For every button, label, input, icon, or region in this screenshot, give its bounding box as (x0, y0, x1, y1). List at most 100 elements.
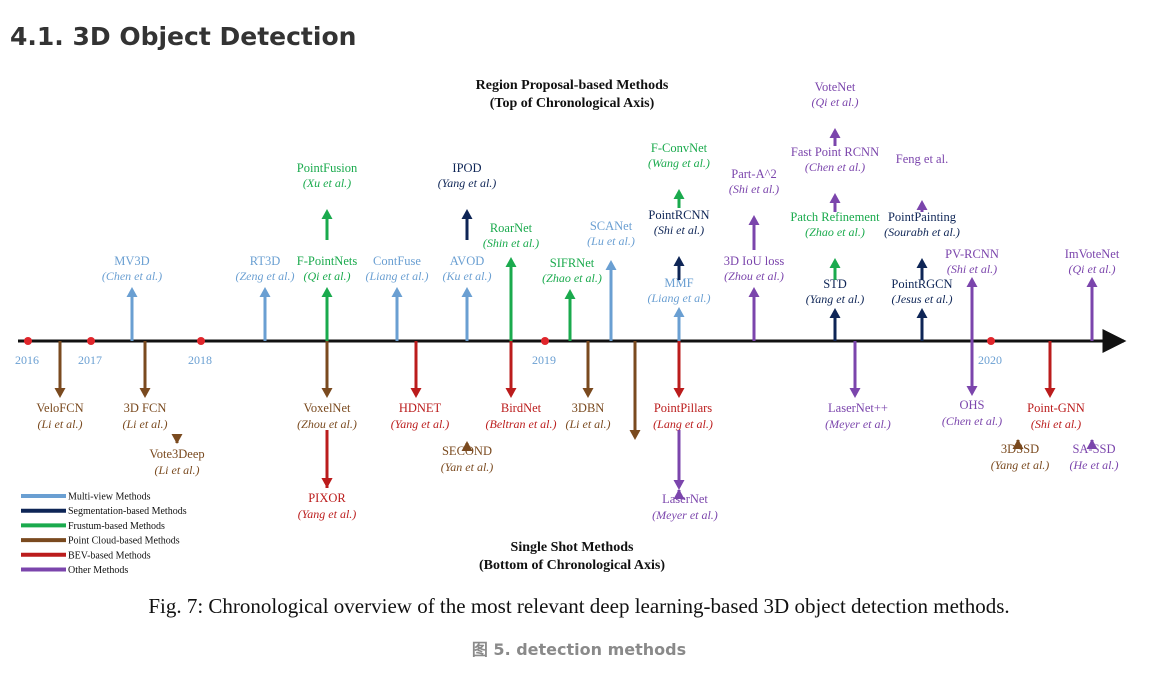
method-lasernet: LaserNet (Meyer et al.) (652, 489, 718, 522)
year-label-2017: 2017 (78, 353, 102, 367)
method-authors: (Beltran et al.) (486, 417, 557, 431)
method-name: IPOD (452, 161, 481, 175)
year-dot-2018 (197, 337, 205, 345)
method-name: Feng et al. (896, 152, 948, 166)
method-authors: (Shi et al.) (729, 182, 779, 196)
year-label-2019: 2019 (532, 353, 556, 367)
method-name: SCANet (590, 219, 633, 233)
pointpillars-to-lasernet-arrow-head (673, 480, 685, 490)
method-authors: (Yang et al.) (438, 176, 497, 190)
method-velofcn: VeloFCN (Li et al.) (36, 341, 84, 431)
method-patch-refinement: Patch Refinement(Zhao et al.) (790, 210, 880, 280)
method-scanet-arrow-head (605, 260, 617, 270)
method-name: VoteNet (815, 80, 856, 94)
method-contfuse: ContFuse(Liang et al.) (366, 254, 429, 341)
method-name: 3DSSD (1001, 442, 1039, 456)
method-voxelnet: VoxelNet (Zhou et al.) (297, 341, 357, 431)
method-part-a-2: Part-A^2(Shi et al.) (729, 167, 779, 250)
method-name: Vote3Deep (149, 447, 204, 461)
method-name: F-PointNets (297, 254, 358, 268)
legend-label-multiview: Multi-view Methods (68, 492, 151, 503)
method-authors: (Zhao et al.) (805, 225, 865, 239)
year-dot-2019 (541, 337, 549, 345)
method-patch-refinement-arrow-head (829, 258, 841, 268)
legend-label-frustum: Frustum-based Methods (68, 521, 165, 532)
method-name: SIFRNet (550, 256, 595, 270)
method-authors: (Li et al.) (123, 417, 168, 431)
method-mmf: MMF(Liang et al.) (648, 276, 711, 341)
year-dot-2020 (987, 337, 995, 345)
method-pointpillars-arrow-head (673, 388, 685, 398)
unlabeled-pointcloud-arrow-head (629, 430, 641, 440)
method-name: VoxelNet (304, 401, 352, 415)
method-name: OHS (959, 398, 984, 412)
year-dot-2016 (24, 337, 32, 345)
method-authors: (Shi et al.) (947, 262, 997, 276)
method-name: PIXOR (308, 491, 346, 505)
method-imvotenet: ImVoteNet(Qi et al.) (1065, 247, 1120, 341)
method-vote3deep-arrow-head (171, 434, 183, 444)
method-authors: (Li et al.) (566, 417, 611, 431)
method-authors: (Meyer et al.) (652, 508, 718, 522)
method-authors: (Ku et al.) (443, 269, 492, 283)
method-avod-arrow-head (461, 287, 473, 297)
method-authors: (Yan et al.) (441, 460, 494, 474)
year-label-2016: 2016 (15, 353, 39, 367)
method-name: Part-A^2 (731, 167, 776, 181)
method-avod: AVOD(Ku et al.) (443, 254, 492, 341)
method-authors: (Jesus et al.) (892, 292, 953, 306)
method-name: LaserNet++ (828, 401, 888, 415)
method-lasernet-arrow-head (673, 489, 685, 499)
method-3dssd: 3DSSD (Yang et al.) (991, 439, 1049, 472)
method-name: PointPillars (654, 401, 712, 415)
method-authors: (Zhao et al.) (542, 271, 602, 285)
method-authors: (Li et al.) (155, 463, 200, 477)
method-f-convnet: F-ConvNet(Wang et al.) (648, 141, 710, 208)
method-point-gnn-arrow-head (1044, 388, 1056, 398)
legend-label-pointcloud: Point Cloud-based Methods (68, 536, 180, 547)
method-authors: (Lang et al.) (653, 417, 713, 431)
method-mmf-arrow-head (673, 307, 685, 317)
chronological-diagram: Region Proposal-based Methods (Top of Ch… (15, 78, 1127, 576)
method-name: STD (823, 277, 847, 291)
figure-subcaption: 图 5. detection methods (471, 640, 687, 659)
method-ohs: OHS (Chen et al.) (942, 341, 1002, 428)
method-pointpainting-arrow-head (916, 258, 928, 268)
method-fast-point-rcnn: Fast Point RCNN(Chen et al.) (791, 145, 879, 212)
method-name: RoarNet (490, 221, 533, 235)
method-fast-point-rcnn-arrow-head (829, 193, 841, 203)
method-name: PointPainting (888, 210, 957, 224)
method-feng-et-al: Feng et al. (896, 152, 948, 212)
method-pointfusion-arrow-head (321, 209, 333, 219)
year-label-2020: 2020 (978, 353, 1002, 367)
method-name: ImVoteNet (1065, 247, 1120, 261)
method-imvotenet-arrow-head (1086, 277, 1098, 287)
method-authors: (Sourabh et al.) (884, 225, 960, 239)
method-pointrcnn-arrow-head (673, 256, 685, 266)
method-name: BirdNet (501, 401, 542, 415)
method-authors: (Chen et al.) (102, 269, 162, 283)
method-3dbn-arrow-head (582, 388, 594, 398)
method-name: MMF (664, 276, 693, 290)
method-name: AVOD (450, 254, 485, 268)
method-second: SECOND (Yan et al.) (441, 441, 494, 474)
method-second-arrow-head (461, 441, 473, 451)
method-hdnet: HDNET (Yang et al.) (391, 341, 449, 431)
method-votenet-arrow-head (829, 128, 841, 138)
legend-label-bev: BEV-based Methods (68, 550, 151, 561)
method-3d-fcn-arrow-head (139, 388, 151, 398)
method-authors: (Shin et al.) (483, 236, 539, 250)
legend-label-other: Other Methods (68, 565, 128, 576)
legend: Multi-view Methods Segmentation-based Met… (21, 492, 187, 576)
method-pointrgcn-arrow-head (916, 308, 928, 318)
voxelnet-to-pixor-arrow-head (321, 478, 333, 488)
method-authors: (Zhou et al.) (724, 269, 784, 283)
method-rt3d: RT3D(Zeng et al.) (236, 254, 295, 341)
method-name: 3DBN (572, 401, 605, 415)
method-name: Patch Refinement (790, 210, 880, 224)
top-heading-line2: (Top of Chronological Axis) (490, 96, 655, 111)
method-authors: (Chen et al.) (805, 160, 865, 174)
method-f-pointnets: F-PointNets(Qi et al.) (297, 254, 358, 341)
method-birdnet: BirdNet (Beltran et al.) (486, 341, 557, 431)
method-mv3d-arrow-head (126, 287, 138, 297)
